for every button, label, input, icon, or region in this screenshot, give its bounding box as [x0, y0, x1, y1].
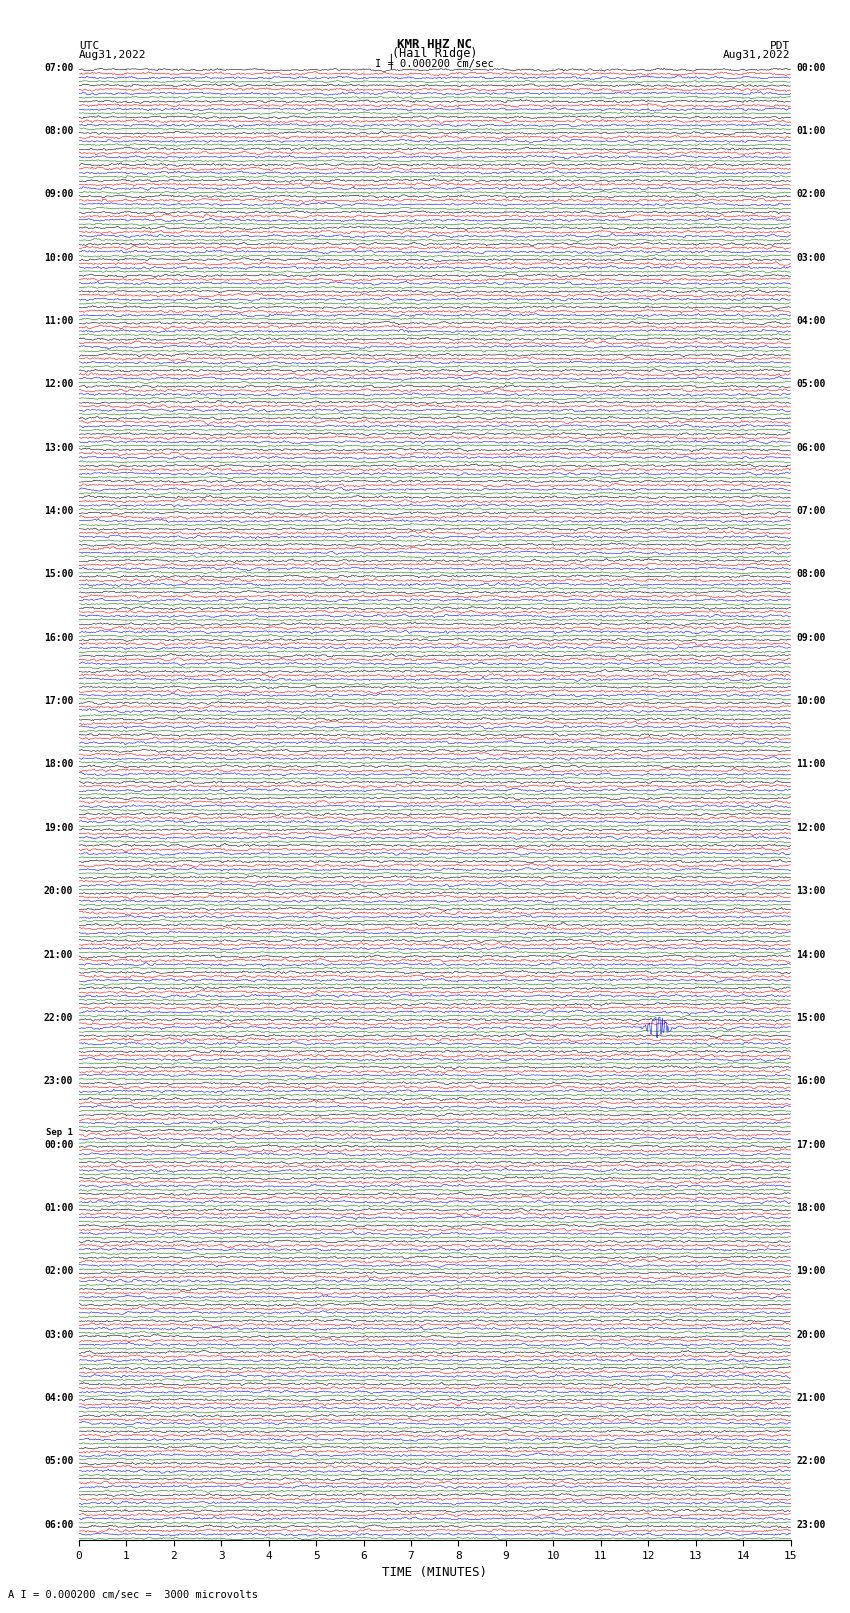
Text: I = 0.000200 cm/sec: I = 0.000200 cm/sec: [376, 60, 494, 69]
Text: 06:00: 06:00: [796, 444, 825, 453]
Text: 03:00: 03:00: [44, 1329, 73, 1339]
Text: 01:00: 01:00: [796, 126, 825, 135]
Text: 03:00: 03:00: [796, 253, 825, 263]
Text: 14:00: 14:00: [44, 506, 73, 516]
Text: 06:00: 06:00: [44, 1519, 73, 1529]
Text: 01:00: 01:00: [44, 1203, 73, 1213]
Text: 10:00: 10:00: [44, 253, 73, 263]
Text: ▏: ▏: [390, 53, 398, 69]
Text: 16:00: 16:00: [44, 632, 73, 644]
Text: 11:00: 11:00: [796, 760, 825, 769]
Text: 07:00: 07:00: [44, 63, 73, 73]
Text: A I = 0.000200 cm/sec =  3000 microvolts: A I = 0.000200 cm/sec = 3000 microvolts: [8, 1590, 258, 1600]
Text: 22:00: 22:00: [796, 1457, 825, 1466]
Text: 09:00: 09:00: [44, 189, 73, 200]
Text: 15:00: 15:00: [796, 1013, 825, 1023]
Text: 12:00: 12:00: [796, 823, 825, 832]
Text: 11:00: 11:00: [44, 316, 73, 326]
Text: 18:00: 18:00: [44, 760, 73, 769]
Text: 20:00: 20:00: [796, 1329, 825, 1339]
Text: 20:00: 20:00: [44, 886, 73, 897]
Text: (Hail Ridge): (Hail Ridge): [392, 47, 478, 60]
Text: 02:00: 02:00: [44, 1266, 73, 1276]
Text: 09:00: 09:00: [796, 632, 825, 644]
Text: UTC: UTC: [79, 40, 99, 50]
Text: Aug31,2022: Aug31,2022: [723, 50, 791, 60]
Text: 14:00: 14:00: [796, 950, 825, 960]
Text: PDT: PDT: [770, 40, 790, 50]
Text: Sep 1: Sep 1: [47, 1127, 73, 1137]
Text: 19:00: 19:00: [796, 1266, 825, 1276]
Text: 05:00: 05:00: [796, 379, 825, 389]
Text: 22:00: 22:00: [44, 1013, 73, 1023]
Text: 10:00: 10:00: [796, 697, 825, 706]
Text: 12:00: 12:00: [44, 379, 73, 389]
Text: KMR HHZ NC: KMR HHZ NC: [397, 37, 473, 50]
Text: 23:00: 23:00: [44, 1076, 73, 1086]
Text: 04:00: 04:00: [44, 1394, 73, 1403]
Text: 05:00: 05:00: [44, 1457, 73, 1466]
Text: 17:00: 17:00: [796, 1139, 825, 1150]
Text: 08:00: 08:00: [796, 569, 825, 579]
Text: 08:00: 08:00: [44, 126, 73, 135]
Text: 23:00: 23:00: [796, 1519, 825, 1529]
Text: 16:00: 16:00: [796, 1076, 825, 1086]
X-axis label: TIME (MINUTES): TIME (MINUTES): [382, 1566, 487, 1579]
Text: 00:00: 00:00: [796, 63, 825, 73]
Text: 15:00: 15:00: [44, 569, 73, 579]
Text: 04:00: 04:00: [796, 316, 825, 326]
Text: 19:00: 19:00: [44, 823, 73, 832]
Text: Aug31,2022: Aug31,2022: [79, 50, 146, 60]
Text: 21:00: 21:00: [796, 1394, 825, 1403]
Text: 00:00: 00:00: [44, 1139, 73, 1150]
Text: 13:00: 13:00: [796, 886, 825, 897]
Text: 13:00: 13:00: [44, 444, 73, 453]
Text: 02:00: 02:00: [796, 189, 825, 200]
Text: 21:00: 21:00: [44, 950, 73, 960]
Text: 18:00: 18:00: [796, 1203, 825, 1213]
Text: 07:00: 07:00: [796, 506, 825, 516]
Text: 17:00: 17:00: [44, 697, 73, 706]
